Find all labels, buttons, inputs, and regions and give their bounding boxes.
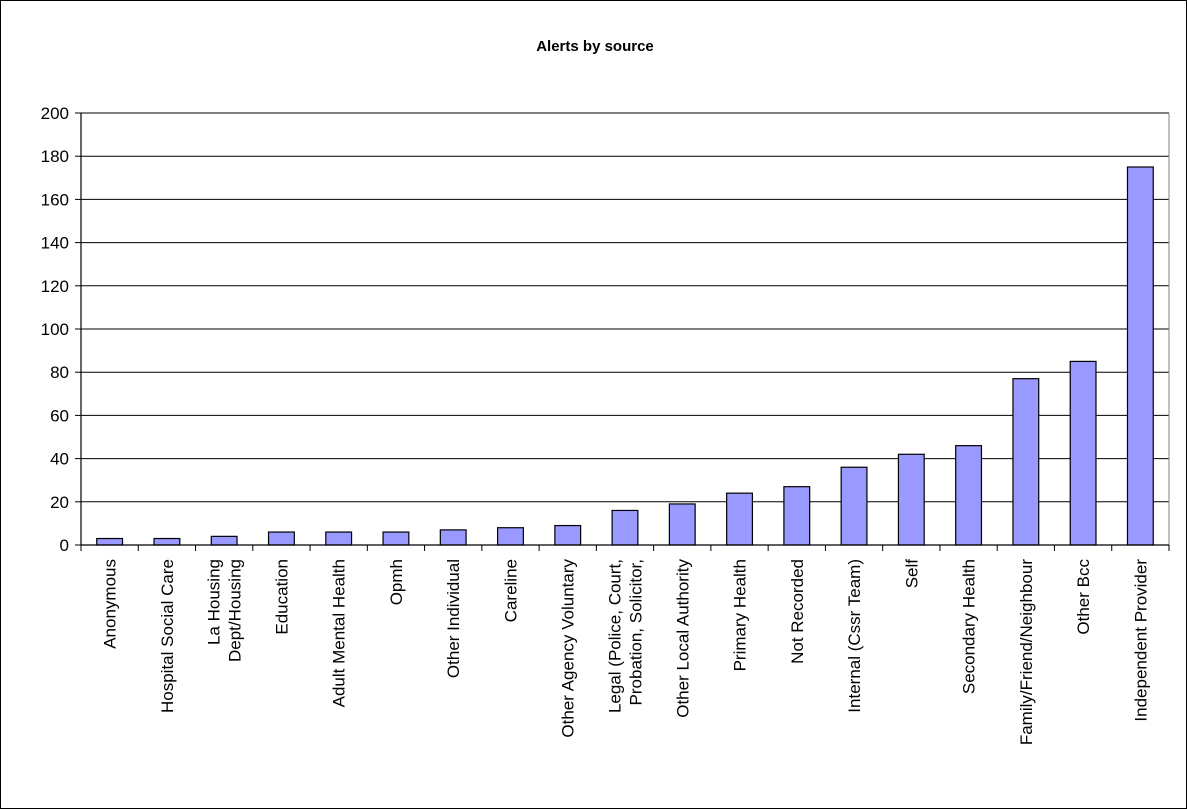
bar (96, 537, 124, 546)
x-tick-label: Anonymous (101, 559, 120, 649)
x-tick-label-line: Not Recorded (788, 559, 807, 664)
bar (1126, 166, 1154, 546)
y-tick-label: 120 (41, 277, 69, 296)
x-tick-label-line: Primary Health (731, 559, 750, 671)
x-tick-label: Education (272, 559, 291, 635)
x-tick-label: Self (902, 559, 921, 589)
x-tick-label: Other Local Authority (673, 559, 692, 718)
bar (1069, 360, 1097, 546)
bar (668, 503, 696, 546)
y-tick-label: 40 (50, 450, 69, 469)
bar (267, 531, 295, 546)
x-tick-label: Hospital Social Care (158, 559, 177, 713)
bars (96, 166, 1154, 546)
x-tick-label: Not Recorded (788, 559, 807, 664)
x-tick-label: Legal (Police, Court, Probation, Solicito… (606, 559, 646, 713)
bar (726, 492, 754, 546)
bar (153, 537, 181, 546)
x-tick-label-line: Other Agency Voluntary (559, 559, 578, 738)
x-tick-label-line: Legal (Police, Court, (606, 559, 625, 713)
chart-title: Alerts by source (536, 38, 654, 55)
y-tick-label: 140 (41, 234, 69, 253)
y-tick-label: 180 (41, 147, 69, 166)
bar (783, 486, 811, 546)
y-tick-label: 160 (41, 190, 69, 209)
x-tick-label: Other Agency Voluntary (559, 559, 578, 738)
x-tick-label-line: Dept/Housing (226, 559, 245, 662)
x-tick-label: Other Individual (444, 559, 463, 678)
bar (382, 531, 410, 546)
x-tick-label: La Housing Dept/Housing (205, 559, 245, 662)
bar (611, 509, 639, 546)
x-tick-label-line: Other Individual (444, 559, 463, 678)
y-tick-labels: 0 20 40 60 80 100 120 140 160 180 200 (41, 104, 69, 555)
y-tick-label: 100 (41, 320, 69, 339)
x-tick-label: Primary Health (731, 559, 750, 671)
bar (496, 527, 524, 546)
x-tick-label-line: Internal (Cssr Team) (845, 559, 864, 713)
x-tick-label: Adult Mental Health (330, 559, 349, 707)
axes (75, 112, 1170, 551)
x-tick-label-line: Opmh (387, 559, 406, 605)
bar (439, 529, 467, 546)
bar (554, 524, 582, 546)
x-tick-label-line: Probation, Solicitor, (627, 559, 646, 705)
bar (210, 535, 238, 546)
x-tick-label: Family/Friend/Neighbour (1017, 559, 1036, 745)
bar (840, 466, 868, 546)
y-tick-label: 200 (41, 104, 69, 123)
x-tick-label-line: Other Bcc (1074, 559, 1093, 635)
x-tick-label: Careline (501, 559, 520, 622)
x-tick-label-line: Other Local Authority (673, 559, 692, 718)
x-tick-label-line: Adult Mental Health (330, 559, 349, 707)
x-tick-label: Other Bcc (1074, 559, 1093, 635)
x-tick-label-line: La Housing (205, 559, 224, 645)
bar (955, 445, 983, 546)
x-tick-label: Internal (Cssr Team) (845, 559, 864, 713)
x-tick-label-line: Independent Provider (1131, 559, 1150, 722)
x-tick-label-line: Secondary Health (960, 559, 979, 694)
x-tick-label: Independent Provider (1131, 559, 1150, 722)
x-tick-label-line: Hospital Social Care (158, 559, 177, 713)
x-tick-label: Opmh (387, 559, 406, 605)
bar (325, 531, 353, 546)
x-tick-label-line: Family/Friend/Neighbour (1017, 559, 1036, 745)
x-tick-label-line: Anonymous (101, 559, 120, 649)
y-tick-label: 60 (50, 406, 69, 425)
y-tick-label: 20 (50, 493, 69, 512)
x-tick-label-line: Education (272, 559, 291, 635)
x-tick-label-line: Self (902, 559, 921, 589)
x-tick-label-line: Careline (501, 559, 520, 622)
x-tick-labels: Anonymous Hospital Social Care La Housing D… (101, 559, 1151, 746)
x-tick-label: Secondary Health (960, 559, 979, 694)
y-tick-label: 0 (60, 536, 69, 555)
bar (1012, 378, 1040, 546)
bar (897, 453, 925, 546)
y-tick-label: 80 (50, 363, 69, 382)
gridlines (81, 112, 1169, 546)
